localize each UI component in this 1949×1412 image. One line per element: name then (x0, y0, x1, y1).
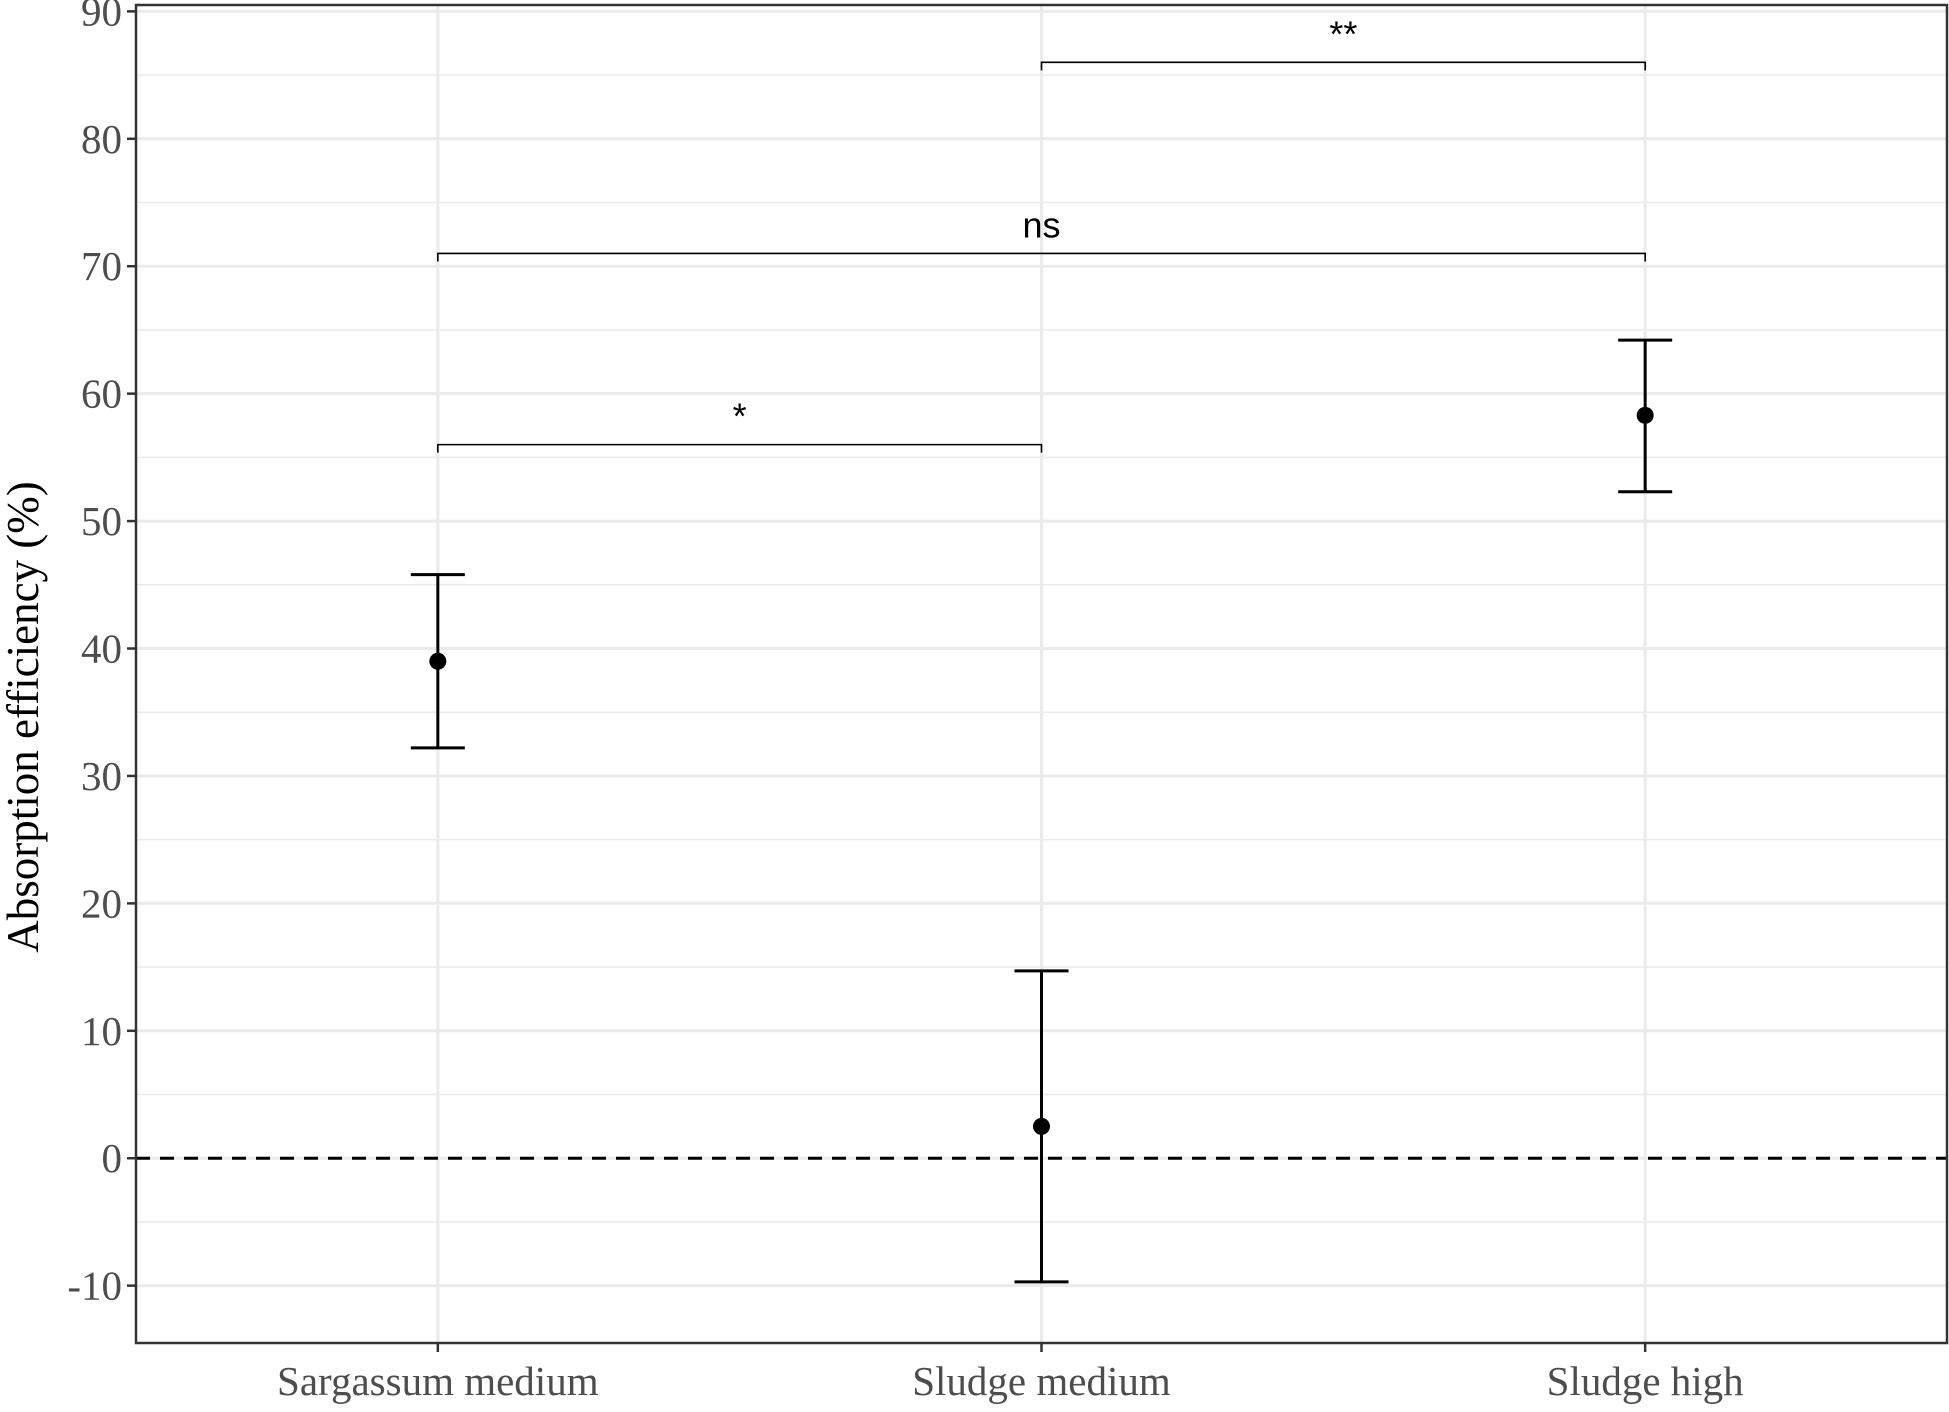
data-point-mean (1636, 406, 1654, 424)
significance-label: ** (1329, 13, 1357, 54)
y-axis-title: Absorption efficiency (%) (0, 481, 48, 953)
x-tick-label: Sludge medium (912, 1358, 1171, 1404)
significance-brackets: * ns ** (437, 13, 1646, 453)
y-tick-label: 0 (102, 1135, 123, 1181)
data-points (410, 338, 1673, 1284)
y-tick-label: 90 (81, 0, 122, 34)
x-tick-label: Sludge high (1547, 1358, 1744, 1404)
data-point-mean (1033, 1117, 1050, 1135)
y-tick-label: 10 (81, 1008, 122, 1054)
y-tick-label: 50 (81, 498, 122, 544)
significance-bracket (437, 252, 1646, 262)
axes: -10 0 10 20 30 40 50 60 70 80 90 Sargassum medium Sl… (67, 0, 1949, 1404)
x-tick-label: Sargassum medium (277, 1358, 599, 1404)
significance-label: ns (1022, 204, 1060, 245)
significance-bracket (1040, 61, 1646, 71)
y-tick-label: 40 (81, 626, 122, 672)
y-tick-label: 80 (81, 116, 122, 162)
significance-bracket (437, 443, 1043, 453)
y-tick-label: 70 (81, 243, 122, 289)
y-tick-label: -10 (67, 1263, 122, 1309)
data-point-mean (429, 652, 447, 670)
significance-label: * (733, 396, 747, 437)
y-tick-label: 30 (81, 753, 122, 799)
y-tick-label: 20 (81, 880, 122, 926)
y-tick-label: 60 (81, 371, 122, 417)
